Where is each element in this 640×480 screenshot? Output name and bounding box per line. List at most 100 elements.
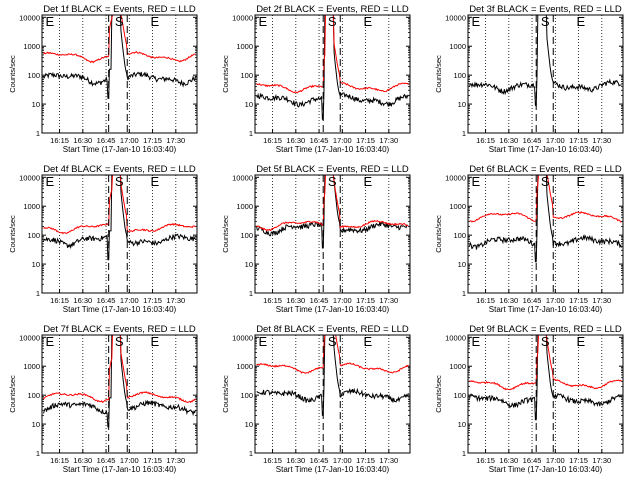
x-tick-label: 16:30 [73,456,92,465]
x-tick-label: 17:30 [592,296,611,305]
x-tick-label: 17:30 [166,136,185,145]
y-tick-label: 1 [249,289,253,298]
x-tick-label: 17:00 [546,136,565,145]
y-axis-label: Counts/sec [8,55,17,93]
x-tick-label: 17:30 [379,456,398,465]
chart-title: Det 2f BLACK = Events, RED = LLD [256,4,409,15]
y-tick-label: 1 [36,129,40,138]
x-axis-label: Start Time (17-Jan-10 16:03:40) [489,305,603,314]
chart-panel-8: Det 8f BLACK = Events, RED = LLD 1 10 100 10… [221,324,411,474]
y-tick-label: 100 [27,71,40,80]
y-tick-label: 100 [27,231,40,240]
x-tick-label: 16:15 [50,136,69,145]
y-axis-label: Counts/sec [434,55,443,93]
chart-title: Det 9f BLACK = Events, RED = LLD [469,324,622,335]
chart-title: Det 7f BLACK = Events, RED = LLD [43,324,196,335]
interval-marker-s: S [328,334,337,349]
y-tick-label: 10 [32,260,40,269]
y-tick-label: 10000 [232,333,253,342]
x-tick-label: 16:30 [499,136,518,145]
plot-frame [41,334,198,454]
interval-marker-e: E [577,334,586,349]
x-tick-label: 17:00 [333,136,352,145]
x-tick-label: 17:00 [546,296,565,305]
x-tick-label: 17:15 [569,136,588,145]
x-tick-label: 16:45 [97,136,116,145]
interval-marker-s: S [541,334,550,349]
interval-marker-e: E [259,14,268,29]
x-tick-label: 17:15 [569,456,588,465]
chart-panel-9: Det 9f BLACK = Events, RED = LLD 1 10 100 10… [434,324,624,474]
x-tick-label: 16:45 [523,296,542,305]
x-tick-label: 17:15 [143,456,162,465]
y-tick-label: 10000 [19,333,40,342]
x-tick-label: 16:30 [286,136,305,145]
x-tick-label: 16:30 [73,296,92,305]
interval-marker-s: S [328,14,337,29]
chart-panel-2: Det 2f BLACK = Events, RED = LLD 1 10 100 10… [221,4,411,154]
interval-marker-e: E [472,334,481,349]
y-tick-label: 10000 [19,13,40,22]
x-tick-label: 17:00 [120,456,139,465]
x-tick-label: 17:00 [546,456,565,465]
y-tick-label: 10 [458,100,466,109]
y-tick-label: 10000 [19,173,40,182]
y-tick-label: 1 [36,289,40,298]
y-tick-label: 1 [249,449,253,458]
chart-title: Det 8f BLACK = Events, RED = LLD [256,324,409,335]
x-tick-label: 17:00 [120,296,139,305]
y-tick-label: 10 [32,420,40,429]
x-tick-label: 16:45 [97,296,116,305]
x-tick-label: 17:30 [166,296,185,305]
x-tick-label: 16:45 [310,136,329,145]
y-tick-label: 100 [27,391,40,400]
x-tick-label: 16:15 [263,136,282,145]
x-tick-label: 16:45 [310,296,329,305]
x-tick-label: 16:15 [263,296,282,305]
chart-title: Det 6f BLACK = Events, RED = LLD [469,164,622,175]
y-axis-label: Counts/sec [8,375,17,413]
x-tick-label: 16:30 [286,296,305,305]
chart-title: Det 5f BLACK = Events, RED = LLD [256,164,409,175]
x-axis-label: Start Time (17-Jan-10 16:03:40) [276,145,390,154]
interval-marker-e: E [364,14,373,29]
y-tick-label: 10 [32,100,40,109]
y-tick-label: 10000 [445,13,466,22]
y-axis-label: Counts/sec [8,215,17,253]
chart-panel-3: Det 3f BLACK = Events, RED = LLD 1 10 100 10… [434,4,624,154]
interval-marker-e: E [151,14,160,29]
y-tick-label: 10000 [445,333,466,342]
y-tick-label: 1000 [23,42,40,51]
x-axis-label: Start Time (17-Jan-10 16:03:40) [489,145,603,154]
plot-frame [254,14,411,134]
chart-panel-4: Det 4f BLACK = Events, RED = LLD 1 10 100 10… [8,164,198,314]
y-axis-label: Counts/sec [434,215,443,253]
y-tick-label: 10 [245,260,253,269]
y-tick-label: 1000 [449,202,466,211]
y-axis-label: Counts/sec [221,375,230,413]
interval-marker-e: E [46,334,55,349]
interval-marker-s: S [328,174,337,189]
interval-marker-s: S [541,14,550,29]
y-tick-label: 1 [462,129,466,138]
y-tick-label: 1000 [23,362,40,371]
x-tick-label: 17:30 [166,456,185,465]
x-tick-label: 17:00 [333,296,352,305]
y-tick-label: 10 [245,420,253,429]
chart-panel-6: Det 6f BLACK = Events, RED = LLD 1 10 100 10… [434,164,624,314]
y-tick-label: 1 [462,449,466,458]
x-tick-label: 17:15 [356,456,375,465]
chart-panel-1: Det 1f BLACK = Events, RED = LLD 1 10 100 10… [8,4,198,154]
y-tick-label: 100 [240,391,253,400]
x-axis-label: Start Time (17-Jan-10 16:03:40) [276,305,390,314]
interval-marker-s: S [541,174,550,189]
plot-frame [254,334,411,454]
interval-marker-s: S [115,334,124,349]
plot-frame [41,174,198,294]
y-tick-label: 1000 [23,202,40,211]
plot-frame [467,14,624,134]
interval-marker-e: E [259,334,268,349]
y-tick-label: 100 [240,231,253,240]
interval-marker-e: E [151,174,160,189]
interval-marker-s: S [115,174,124,189]
